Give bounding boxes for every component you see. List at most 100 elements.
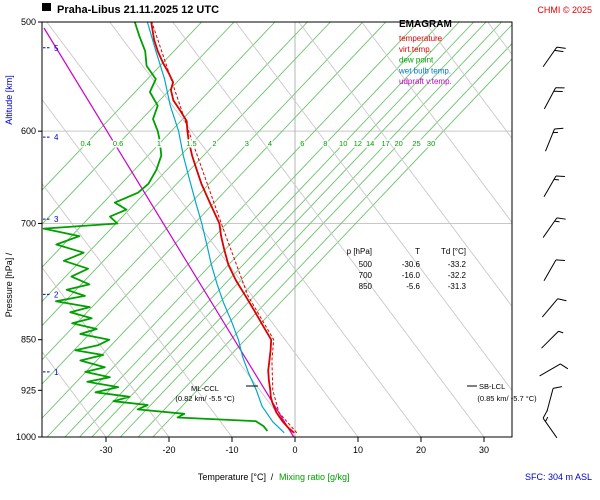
mixing-ratio-value: 3 bbox=[245, 139, 249, 148]
legend-title: EMAGRAM bbox=[399, 19, 452, 30]
mixing-ratio-line bbox=[152, 58, 512, 437]
dry-adiabat bbox=[42, 98, 296, 437]
mixing-ratio-value: 14 bbox=[366, 139, 374, 148]
table-cell: 500 bbox=[359, 260, 373, 269]
wind-barb-feather bbox=[555, 259, 565, 261]
mixing-ratio-value: 2 bbox=[212, 139, 216, 148]
title-marker bbox=[42, 3, 51, 11]
dry-adiabat bbox=[42, 266, 170, 437]
wind-barb-staff bbox=[542, 417, 558, 439]
mixing-ratio-line bbox=[64, 22, 460, 437]
mixing-ratio-line bbox=[79, 22, 475, 437]
mixing-ratio-value: 0.4 bbox=[80, 139, 90, 148]
table-cell: -33.2 bbox=[448, 260, 467, 269]
table-cell: -16.0 bbox=[402, 271, 421, 280]
altitude-tick-label: 5 bbox=[54, 44, 59, 53]
wind-barb bbox=[542, 217, 566, 238]
mixing-ratio-value: 25 bbox=[412, 139, 420, 148]
dry-adiabat bbox=[551, 22, 600, 437]
axis-separator: / bbox=[271, 472, 274, 482]
levels-table: p [hPa] T Td [°C] 500 -30.6 -33.2 700 -16.0 -32.… bbox=[347, 247, 467, 291]
dry-adiabat bbox=[298, 22, 512, 308]
copyright-label: CHMI © 2025 bbox=[537, 5, 592, 15]
mixing-ratio-line bbox=[42, 22, 331, 327]
wind-barb-staff bbox=[541, 330, 559, 349]
wind-barb-staff bbox=[543, 259, 557, 281]
legend-item-dew-point: dew point bbox=[399, 56, 434, 65]
wind-barb bbox=[541, 330, 564, 349]
legend-item-wet-bulb-temp-: wet bulb temp. bbox=[398, 66, 451, 75]
wind-barb-feather bbox=[553, 386, 562, 389]
wind-barb-staff bbox=[545, 128, 555, 152]
ml-ccl-detail: (0.82 km/ -5.5 °C) bbox=[175, 394, 235, 403]
grid-lines bbox=[42, 22, 512, 437]
wind-barb-half-feather bbox=[553, 178, 560, 181]
mixing-ratio-line bbox=[42, 22, 202, 191]
surface-elevation-label: SFC: 304 m ASL bbox=[525, 472, 592, 482]
mixing-ratio-line bbox=[46, 22, 442, 437]
mixing-ratio-value: 0.6 bbox=[113, 139, 123, 148]
temperature-curve bbox=[150, 22, 295, 434]
wind-barb-staff bbox=[546, 388, 554, 412]
altitude-tick-label: 2 bbox=[54, 290, 59, 299]
sb-lcl-label: SB-LCL bbox=[479, 382, 505, 391]
pressure-tick-label: 850 bbox=[21, 335, 36, 345]
dry-adiabat bbox=[361, 22, 512, 224]
mixing-ratio-value: 20 bbox=[394, 139, 402, 148]
table-header: T bbox=[415, 247, 420, 256]
mixing-ratio-lines bbox=[42, 22, 512, 437]
wind-barb-feather bbox=[555, 175, 565, 178]
temperature-tick-label: -20 bbox=[162, 445, 175, 455]
mixing-ratio-axis-label: Mixing ratio [g/kg] bbox=[279, 472, 350, 482]
mixing-ratio-line bbox=[42, 22, 387, 385]
pressure-tick-label: 925 bbox=[21, 385, 36, 395]
mixing-ratio-line bbox=[137, 42, 512, 437]
dry-adiabat bbox=[235, 22, 512, 392]
mixing-ratio-value: 4 bbox=[268, 139, 272, 148]
mixing-ratio-value: 1 bbox=[157, 139, 161, 148]
mixing-ratio-value: 8 bbox=[323, 139, 327, 148]
temperature-tick-label: -10 bbox=[225, 445, 238, 455]
updraft_virt_temp-curve bbox=[43, 27, 295, 437]
legend-item-temperature: temperature bbox=[399, 34, 443, 43]
wind-barb bbox=[539, 363, 569, 377]
table-cell: -30.6 bbox=[402, 260, 421, 269]
wind-barb bbox=[546, 386, 562, 412]
pressure-tick-label: 500 bbox=[21, 17, 36, 27]
legend-item-virt-temp-: virt.temp. bbox=[399, 45, 432, 54]
altitude-tick-label: 1 bbox=[54, 368, 59, 377]
wind-barb-feather bbox=[560, 363, 569, 370]
wind-barb-half-feather bbox=[552, 131, 559, 134]
mixing-ratio-line bbox=[42, 22, 235, 225]
wind-barb-half-feather bbox=[558, 330, 564, 334]
mixing-ratio-line bbox=[42, 22, 419, 419]
mixing-ratio-line bbox=[107, 22, 502, 437]
wind-barb bbox=[543, 87, 565, 110]
table-cell: -5.6 bbox=[406, 282, 420, 291]
wind-barb bbox=[543, 259, 565, 281]
dry-adiabat bbox=[109, 22, 422, 437]
mixing-ratio-value: 1.5 bbox=[186, 139, 196, 148]
temperature-tick-label: 10 bbox=[353, 445, 363, 455]
mixing-ratio-line bbox=[42, 22, 364, 361]
wind-barb-feather bbox=[556, 46, 566, 49]
wind-barb-staff bbox=[539, 363, 561, 377]
table-cell: 850 bbox=[359, 282, 373, 291]
wind-barb bbox=[545, 127, 564, 152]
temperature-tick-label: 20 bbox=[416, 445, 426, 455]
pressure-tick-label: 1000 bbox=[16, 432, 36, 442]
plot-frame bbox=[41, 21, 513, 438]
mixing-ratio-labels: 0.4 0.6 1 1.5 2 3 4 6 8 10 12 14 17 20 25 30 bbox=[79, 138, 437, 150]
wind-barb bbox=[542, 46, 566, 68]
plot-border bbox=[41, 21, 513, 438]
mixing-ratio-line bbox=[42, 22, 308, 303]
wind-barbs bbox=[539, 46, 569, 439]
table-header: p [hPa] bbox=[347, 247, 372, 256]
page-title: Praha-Libus 21.11.2025 12 UTC bbox=[57, 4, 219, 16]
temperature-tick-label: -30 bbox=[99, 445, 112, 455]
wind-barb-half-feather bbox=[544, 416, 549, 422]
mixing-ratio-value: 10 bbox=[339, 139, 347, 148]
mixing-ratio-line bbox=[120, 24, 512, 437]
